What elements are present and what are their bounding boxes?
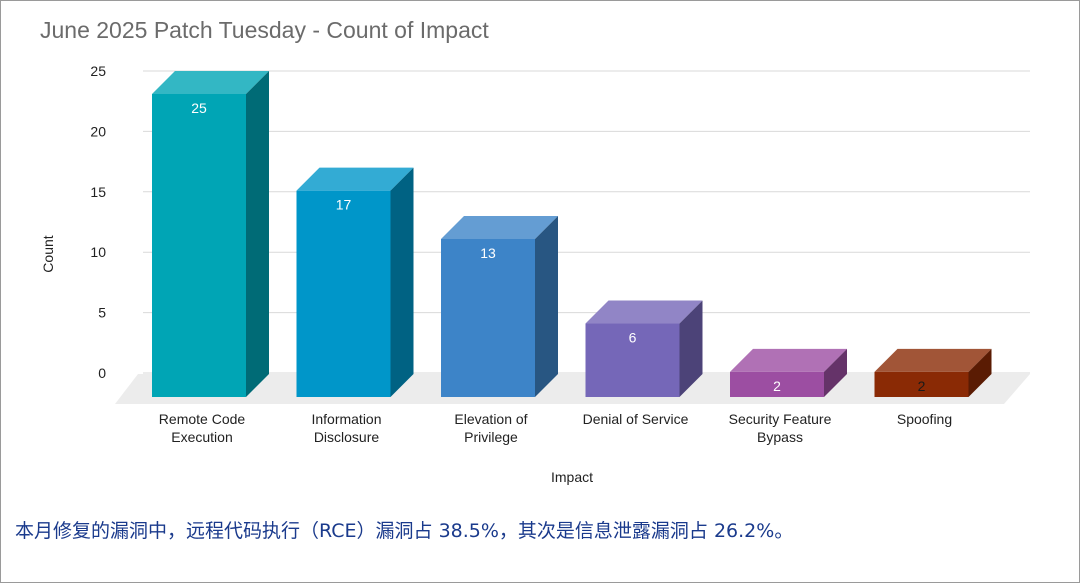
bar-top xyxy=(441,215,558,239)
data-label: 17 xyxy=(336,197,352,213)
data-label: 2 xyxy=(773,378,781,394)
y-tick-label: 5 xyxy=(98,305,106,321)
y-tick-label: 20 xyxy=(90,123,106,139)
x-tick-label: Denial of Service xyxy=(583,411,689,427)
x-tick-label: Elevation of Privilege xyxy=(454,411,527,445)
data-label: 25 xyxy=(191,100,207,116)
chart-title: June 2025 Patch Tuesday - Count of Impac… xyxy=(40,17,489,43)
bar-top xyxy=(152,71,269,94)
y-tick-label: 0 xyxy=(98,365,106,381)
bar-front xyxy=(730,371,824,397)
bar-front xyxy=(874,371,969,397)
bar-front xyxy=(585,323,680,397)
bar-top xyxy=(296,167,414,191)
x-axis-ticks: Remote Code Execution Information Disclosur… xyxy=(159,411,952,445)
x-tick-label: Spoofing xyxy=(897,411,952,427)
x-axis-label: Impact xyxy=(551,469,593,485)
bar-top xyxy=(730,348,847,372)
y-tick-label: 10 xyxy=(90,244,106,260)
bar: 2 xyxy=(730,348,847,397)
y-tick-label: 15 xyxy=(90,184,106,200)
data-label: 2 xyxy=(918,378,926,394)
bar-side xyxy=(968,348,992,397)
data-label: 13 xyxy=(480,245,496,261)
bar: 2 xyxy=(874,348,992,397)
bar-side xyxy=(246,71,269,397)
x-tick-label: Information Disclosure xyxy=(311,411,381,445)
caption-text: 本月修复的漏洞中，远程代码执行（RCE）漏洞占 38.5%，其次是信息泄露漏洞占… xyxy=(15,520,794,542)
x-tick-label: Security Feature Bypass xyxy=(729,411,832,445)
bar-front xyxy=(441,238,535,397)
bar-side xyxy=(824,348,847,397)
x-tick-label: Remote Code Execution xyxy=(159,411,246,445)
bar: 17 xyxy=(296,167,414,397)
y-axis-label: Count xyxy=(40,235,56,272)
bar-front xyxy=(296,190,391,397)
bar-side xyxy=(679,300,703,397)
bar: 25 xyxy=(152,71,269,397)
y-tick-label: 25 xyxy=(90,63,106,79)
bar-front xyxy=(152,94,246,397)
bar-top xyxy=(874,348,992,372)
bar-side xyxy=(535,215,558,397)
bar-top xyxy=(585,300,703,324)
bar-chart: June 2025 Patch Tuesday - Count of Impac… xyxy=(40,17,1030,485)
data-label: 6 xyxy=(629,330,637,346)
bar: 13 xyxy=(441,215,558,397)
bars: 25 17 13 6 2 2 xyxy=(152,71,992,397)
bar: 6 xyxy=(585,300,703,397)
y-axis-ticks: 0 5 10 15 20 25 xyxy=(90,63,106,381)
bar-side xyxy=(390,167,414,397)
